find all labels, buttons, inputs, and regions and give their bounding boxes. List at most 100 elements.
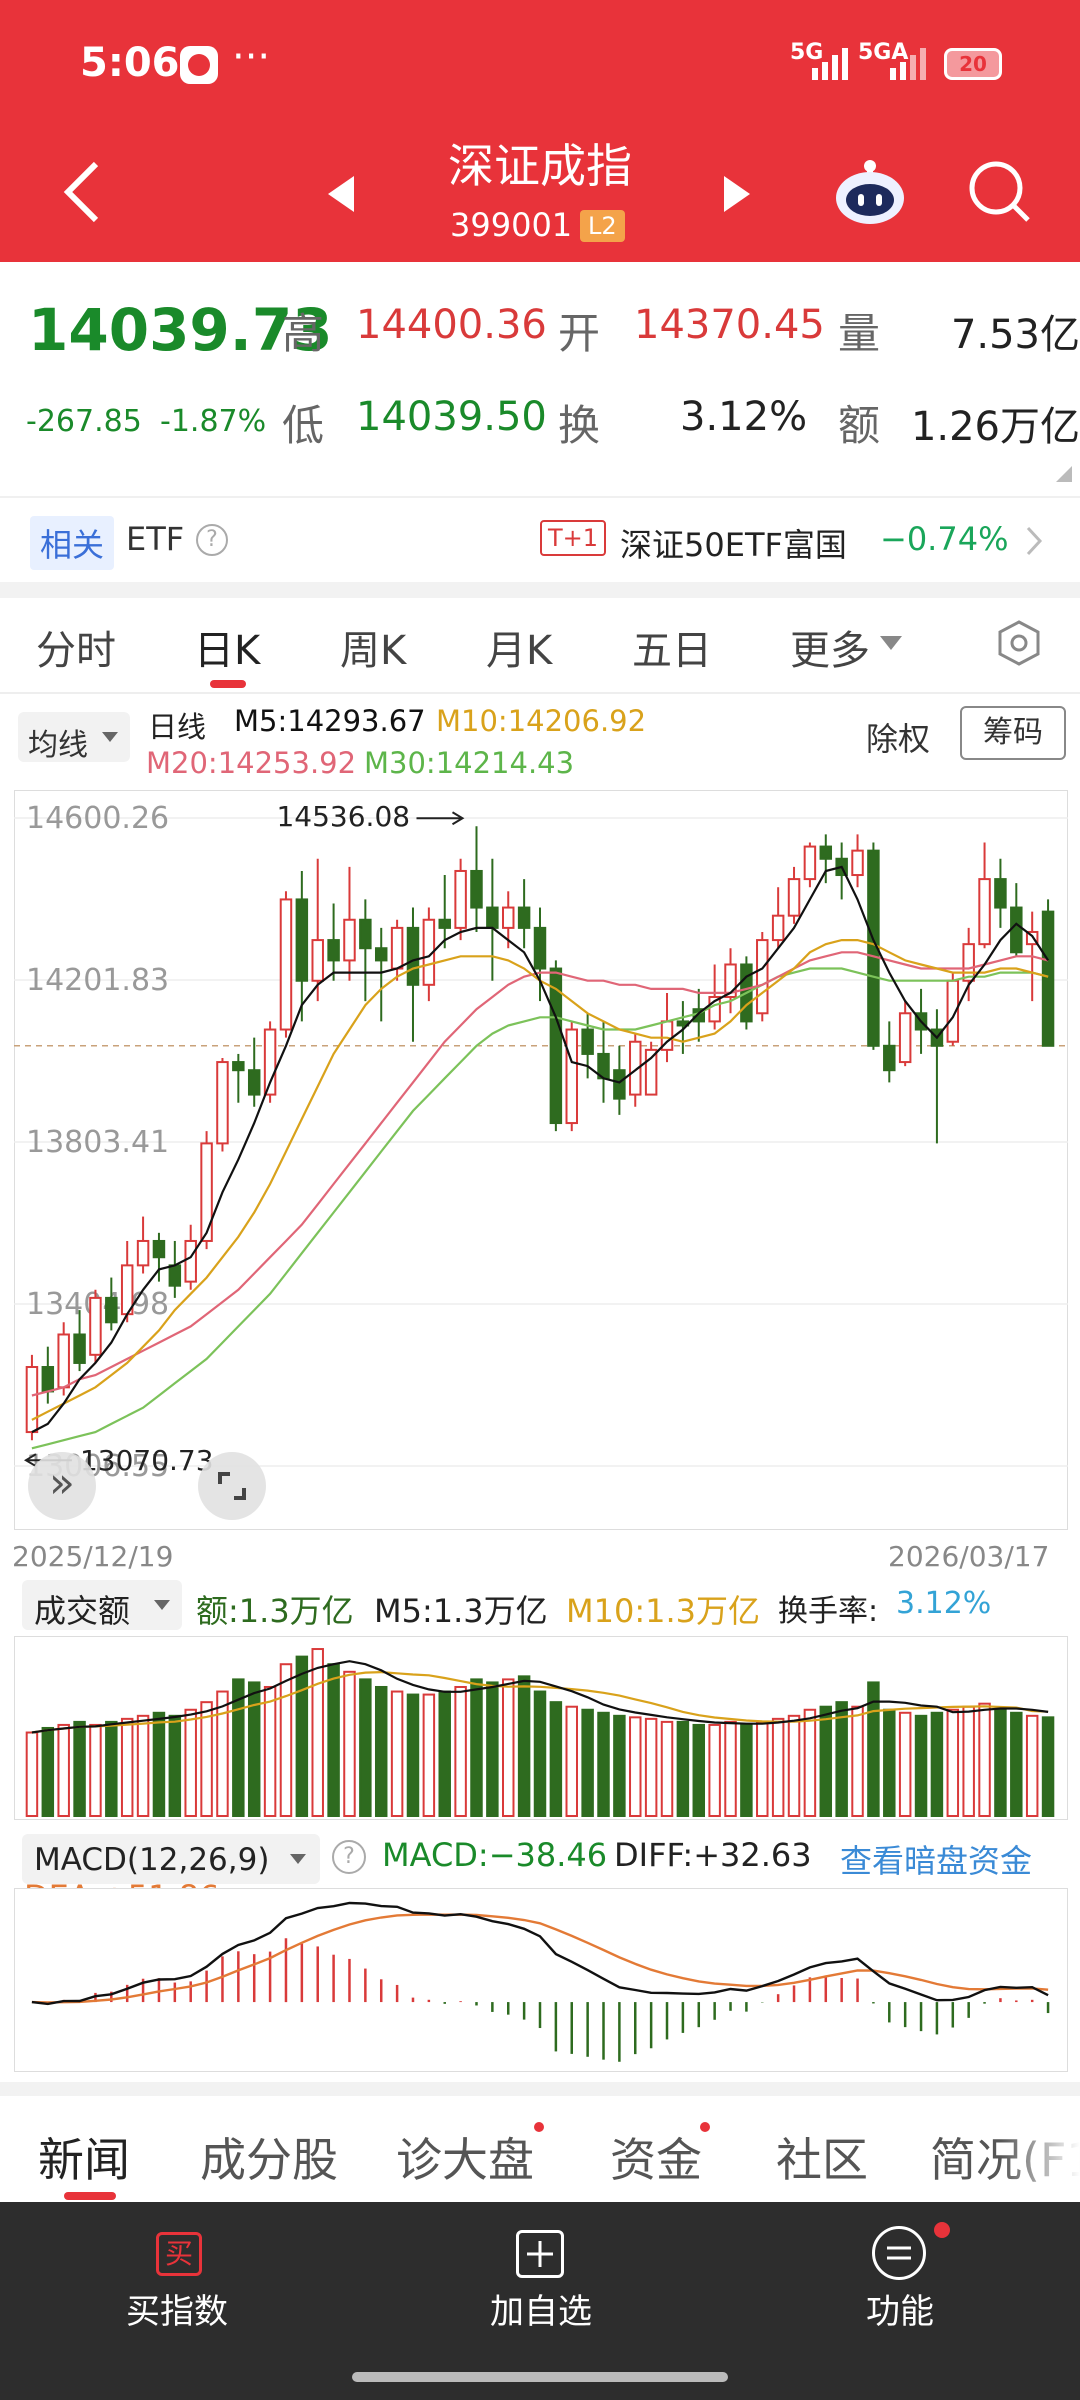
volume-bar <box>422 1693 436 1818</box>
candle <box>152 1239 166 1259</box>
low-mark-label: 13070.73 <box>80 1444 214 1477</box>
expand-corner-icon[interactable] <box>1056 466 1072 482</box>
macd-selector[interactable]: MACD(12,26,9) <box>22 1834 320 1884</box>
candle <box>994 878 1007 909</box>
dark-pool-link[interactable]: 查看暗盘资金 <box>840 1842 1033 1880</box>
high-mark-arrowhead <box>451 811 465 826</box>
settings-hexagon-icon[interactable] <box>996 620 1042 670</box>
volume-value: 7.53亿 <box>950 312 1080 358</box>
help-icon[interactable]: ? <box>196 524 228 556</box>
tab-more[interactable]: 更多 <box>790 628 870 674</box>
volume-bar <box>946 1708 960 1817</box>
volume-bar <box>978 1702 991 1817</box>
ma-period: 日线 <box>148 710 207 744</box>
volume-bar <box>565 1705 578 1817</box>
volume-bar <box>1041 1716 1055 1817</box>
network-5g-label: 5G <box>790 40 824 65</box>
ma10-value: M10:14206.92 <box>436 704 647 738</box>
candle <box>184 1239 197 1283</box>
volume-bar <box>279 1663 293 1818</box>
tab-five-day[interactable]: 五日 <box>632 628 712 674</box>
chevron-down-icon <box>290 1854 306 1864</box>
buy-icon[interactable]: 买 <box>156 2232 202 2276</box>
volume-chart[interactable] <box>14 1636 1068 1820</box>
divider <box>0 496 1080 498</box>
tab-intraday[interactable]: 分时 <box>36 628 116 674</box>
volume-selector[interactable]: 成交额 <box>22 1580 182 1630</box>
ma30-value: M30:14214.43 <box>364 746 575 780</box>
tab-weekly-k[interactable]: 周K <box>340 628 407 674</box>
volume-bar <box>994 1708 1007 1817</box>
volume-bar <box>89 1723 102 1817</box>
tab-funds[interactable]: 资金 <box>610 2133 702 2187</box>
candle <box>247 1069 261 1096</box>
open-value: 14370.45 <box>634 302 825 348</box>
chevron-right-icon[interactable] <box>1024 524 1044 562</box>
volume-bar <box>120 1717 134 1817</box>
tab-community[interactable]: 社区 <box>776 2133 868 2187</box>
chart-frame <box>14 1888 1068 2072</box>
volume-bar <box>517 1675 531 1817</box>
volume-bar <box>374 1685 388 1817</box>
volume-bar <box>549 1701 563 1817</box>
etf-fund-name[interactable]: 深证50ETF富国 <box>620 526 847 564</box>
chips-button[interactable]: 筹码 <box>960 706 1066 760</box>
candle <box>136 1239 150 1267</box>
volume-bar <box>883 1708 896 1817</box>
candle <box>502 906 515 929</box>
robot-assistant-icon[interactable] <box>834 156 906 232</box>
help-icon[interactable]: ? <box>332 1840 366 1874</box>
home-indicator <box>352 2372 728 2382</box>
volume-bar <box>168 1714 182 1817</box>
candle <box>644 1048 658 1096</box>
diff-value: DIFF:+32.63 <box>614 1836 812 1874</box>
candle <box>486 906 499 929</box>
volume-bar <box>390 1690 404 1817</box>
collapse-left-icon[interactable]: » <box>28 1452 96 1520</box>
active-tab-indicator <box>64 2192 116 2200</box>
candle <box>517 906 531 929</box>
buy-index-button[interactable]: 买指数 <box>126 2292 228 2332</box>
tab-components[interactable]: 成分股 <box>200 2133 338 2187</box>
function-icon[interactable] <box>872 2226 926 2280</box>
tab-market-diagnosis[interactable]: 诊大盘 <box>396 2133 534 2187</box>
function-button[interactable]: 功能 <box>866 2292 934 2332</box>
candle <box>73 1333 86 1364</box>
candle <box>1025 930 1039 946</box>
diff-line <box>31 1901 1049 2006</box>
search-icon[interactable] <box>968 160 1032 228</box>
prev-index-icon[interactable] <box>328 176 356 216</box>
tab-news[interactable]: 新闻 <box>38 2133 130 2187</box>
volume-bar <box>406 1693 420 1818</box>
tab-monthly-k[interactable]: 月K <box>486 628 553 674</box>
volume-bar <box>835 1701 848 1817</box>
volume-bar <box>914 1714 928 1817</box>
candlestick-chart[interactable]: 14600.2614201.8313803.4113404.9813006.55… <box>14 790 1068 1530</box>
notification-dot <box>700 2122 710 2132</box>
ma-selector[interactable]: 均线 <box>18 712 130 763</box>
volume-bar <box>708 1723 721 1817</box>
volume-m10-line <box>31 1670 1049 1734</box>
volume-m5-line <box>31 1660 1049 1734</box>
back-icon[interactable] <box>60 160 104 228</box>
tab-daily-k[interactable]: 日K <box>194 628 261 674</box>
ex-rights-button[interactable]: 除权 <box>866 720 931 758</box>
add-watchlist-icon[interactable] <box>516 2230 564 2278</box>
more-dropdown-icon[interactable] <box>880 636 902 650</box>
ma20-value: M20:14253.92 <box>146 746 357 780</box>
volume-bar <box>359 1678 372 1818</box>
macd-chart[interactable] <box>14 1888 1068 2072</box>
add-watchlist-button[interactable]: 加自选 <box>490 2292 592 2332</box>
volume-bar <box>470 1678 483 1818</box>
low-value: 14039.50 <box>356 394 547 440</box>
candle <box>105 1296 118 1324</box>
price-change-percent: -1.87% <box>160 404 267 439</box>
volume-bar <box>756 1720 769 1817</box>
volume-bar <box>819 1705 833 1817</box>
section-gap <box>0 582 1080 598</box>
next-index-icon[interactable] <box>722 176 750 216</box>
low-mark-arrowhead <box>23 1453 37 1468</box>
volume-bar <box>295 1655 309 1817</box>
fullscreen-icon[interactable] <box>198 1452 266 1520</box>
high-label: 高 <box>282 309 325 358</box>
